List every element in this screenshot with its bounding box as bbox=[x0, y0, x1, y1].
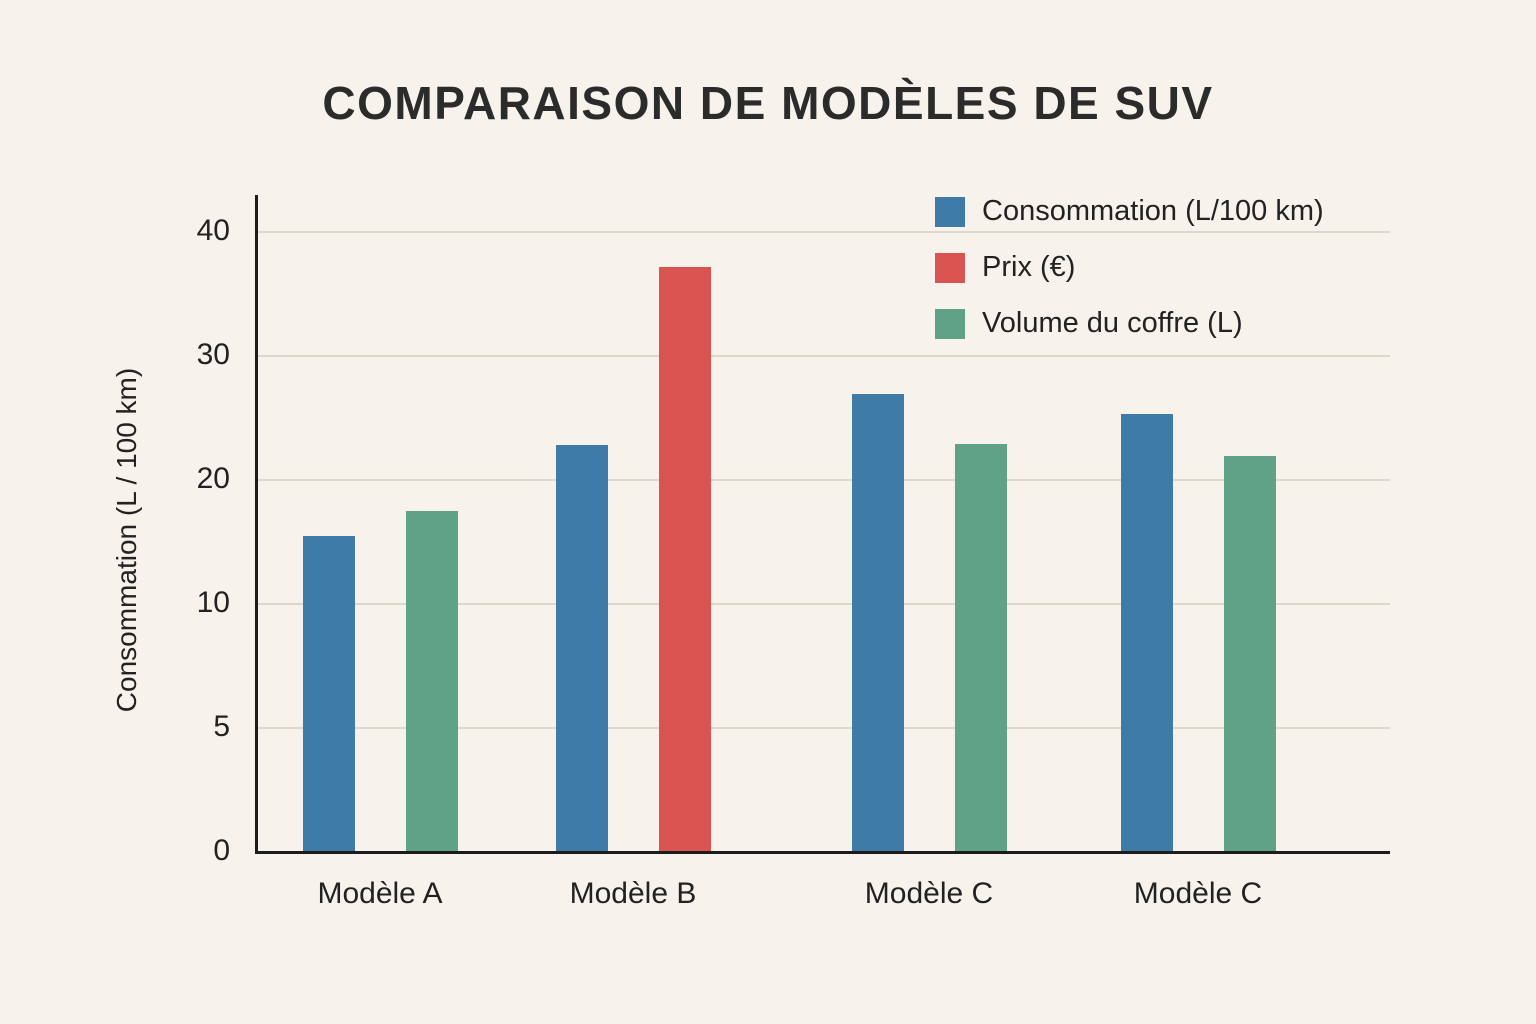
bar-modèle-b-2 bbox=[659, 266, 711, 852]
legend-swatch bbox=[935, 308, 965, 339]
gridline bbox=[258, 231, 1390, 233]
x-axis-line bbox=[255, 851, 1390, 854]
x-axis-category-label: Modèle C bbox=[864, 877, 994, 910]
legend-item: Prix (€) bbox=[935, 251, 1324, 284]
x-axis-category-label: Modèle A bbox=[317, 877, 443, 910]
plot-area: Consommation (L/100 km) Prix (€) Volume du… bbox=[255, 195, 1390, 910]
gridline bbox=[258, 603, 1390, 605]
legend: Consommation (L/100 km) Prix (€) Volume du… bbox=[935, 195, 1324, 340]
bar-modèle-c-2 bbox=[1224, 456, 1276, 852]
bar-modèle-c-2 bbox=[955, 444, 1007, 852]
y-tick-label: 40 bbox=[196, 214, 230, 247]
y-tick-label: 5 bbox=[213, 710, 230, 743]
y-axis-line bbox=[255, 195, 258, 853]
bar-modèle-b-1 bbox=[556, 445, 608, 852]
bar-modèle-a-1 bbox=[303, 535, 355, 852]
bar-modèle-c-1 bbox=[852, 394, 904, 852]
y-tick-label: 10 bbox=[196, 586, 230, 619]
legend-swatch bbox=[935, 196, 965, 227]
bar-modèle-a-2 bbox=[406, 511, 458, 852]
gridline bbox=[258, 355, 1390, 357]
legend-label: Volume du coffre (L) bbox=[982, 307, 1243, 339]
chart-title: COMPARAISON DE MODÈLES DE SUV bbox=[322, 77, 1214, 129]
legend-item: Consommation (L/100 km) bbox=[935, 195, 1324, 228]
y-tick-label: 30 bbox=[196, 338, 230, 371]
y-axis-title: Consommation (L / 100 km) bbox=[111, 367, 142, 713]
gridline bbox=[258, 727, 1390, 729]
y-tick-label: 20 bbox=[196, 462, 230, 495]
bar-modèle-c-1 bbox=[1121, 414, 1173, 852]
legend-item: Volume du coffre (L) bbox=[935, 307, 1324, 340]
gridline bbox=[258, 479, 1390, 481]
y-tick-label: 0 bbox=[213, 834, 230, 867]
x-axis-category-label: Modèle B bbox=[569, 877, 697, 910]
legend-swatch bbox=[935, 252, 965, 283]
legend-label: Consommation (L/100 km) bbox=[982, 195, 1324, 227]
legend-label: Prix (€) bbox=[982, 251, 1076, 283]
x-axis-category-label: Modèle C bbox=[1133, 877, 1263, 910]
